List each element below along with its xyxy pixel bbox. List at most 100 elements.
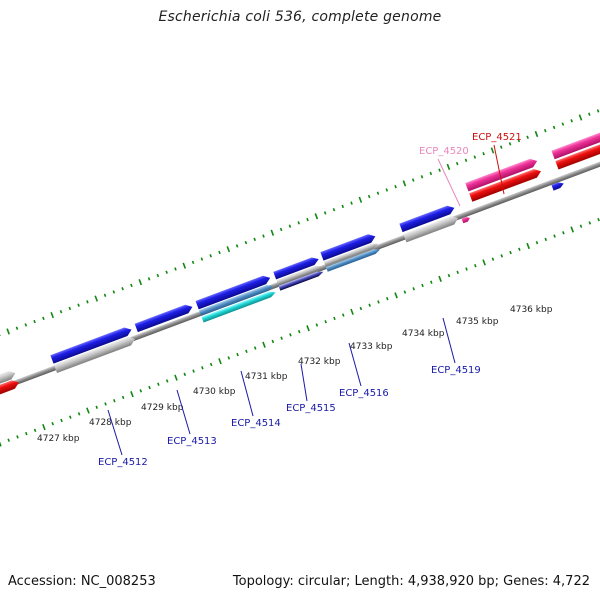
scale-tick <box>552 125 556 130</box>
scale-tick <box>7 438 10 442</box>
scale-tick <box>25 431 28 436</box>
scale-tick <box>456 270 459 274</box>
scale-tick <box>455 161 459 166</box>
scale-tick <box>474 264 477 268</box>
cds-feature-arrow <box>273 257 319 280</box>
scale-tick <box>596 109 600 113</box>
scale-tick <box>6 328 10 335</box>
map-track-group <box>0 109 600 447</box>
scale-tick <box>174 267 177 271</box>
scale-tick <box>341 313 345 317</box>
scale-tick <box>130 391 134 398</box>
gene-leader-line <box>300 363 308 402</box>
scale-tick <box>482 259 486 266</box>
scale-tick <box>394 292 398 299</box>
scale-tick <box>191 260 195 265</box>
gene-label[interactable]: ECP_4516 <box>339 388 389 399</box>
scale-tick <box>95 405 99 409</box>
scale-tick <box>570 226 574 233</box>
scale-tick <box>15 326 19 330</box>
scale-tick <box>86 300 89 304</box>
accession-text: Accession: NC_008253 <box>8 574 156 589</box>
cds-feature-arrow <box>134 304 193 333</box>
gene-leader-line <box>176 389 191 435</box>
scale-tick <box>394 184 397 189</box>
scale-label: 4736 kbp <box>510 305 553 315</box>
cds-feature-arrow <box>278 271 324 291</box>
scale-tick <box>245 349 248 354</box>
scale-tick <box>499 145 503 149</box>
scale-tick <box>51 422 54 426</box>
scale-tick <box>465 267 468 271</box>
gene-leader-line <box>442 317 456 364</box>
outer-tick-ring <box>0 109 600 337</box>
scale-tick <box>306 325 310 332</box>
scale-tick <box>112 290 116 294</box>
scale-tick <box>350 308 354 315</box>
scale-tick <box>588 221 592 225</box>
scale-tick <box>165 270 168 274</box>
cds-feature-arrow <box>555 138 600 170</box>
scale-tick <box>68 306 72 311</box>
scale-tick <box>262 341 266 348</box>
scale-tick <box>201 366 204 370</box>
scale-tick <box>430 280 433 284</box>
gene-label[interactable]: ECP_4514 <box>231 418 281 429</box>
scale-tick <box>227 356 231 360</box>
gene-leader-line <box>240 370 254 417</box>
cds-feature-arrow <box>325 249 381 272</box>
scale-tick <box>288 224 292 228</box>
scale-tick <box>0 333 1 337</box>
scale-tick <box>359 306 363 311</box>
gene-leader-line <box>107 409 123 456</box>
gene-leader-line <box>348 342 362 387</box>
gene-label[interactable]: ECP_4512 <box>98 457 148 468</box>
scale-tick <box>402 180 407 187</box>
cds-feature-arrow <box>551 128 600 160</box>
scale-tick <box>94 295 99 302</box>
scale-tick <box>209 362 213 367</box>
gene-label[interactable]: ECP_4513 <box>167 436 217 447</box>
scale-tick <box>139 389 143 393</box>
cds-feature-arrow <box>399 205 455 233</box>
scale-tick <box>376 191 380 195</box>
scale-label: 4730 kbp <box>193 387 236 397</box>
scale-tick <box>77 303 80 307</box>
scale-tick <box>192 369 195 373</box>
scale-tick <box>367 194 371 199</box>
scale-tick <box>543 128 547 133</box>
cds-feature-arrow <box>199 285 274 316</box>
scale-tick <box>280 336 283 340</box>
scale-tick <box>138 279 143 286</box>
scale-tick <box>209 254 212 258</box>
scale-tick <box>386 296 389 301</box>
scale-tick <box>561 122 565 126</box>
scale-tick <box>517 138 521 143</box>
scale-label: 4731 kbp <box>245 372 288 382</box>
scale-tick <box>42 423 46 431</box>
cds-feature-arrow <box>50 327 132 364</box>
gene-label[interactable]: ECP_4515 <box>286 403 336 414</box>
scale-tick <box>491 257 495 261</box>
gene-leader-lines <box>107 144 505 456</box>
scale-tick <box>200 257 204 261</box>
scale-label: 4729 kbp <box>141 403 184 413</box>
gene-label-group: ECP_4512 ECP_4513 ECP_4514 ECP_4515ECP_4516… <box>98 132 522 468</box>
scale-tick <box>182 262 187 269</box>
scale-tick <box>289 333 292 337</box>
scale-tick <box>0 440 2 447</box>
gene-label[interactable]: ECP_4521 <box>472 132 522 143</box>
cds-feature-arrow <box>53 336 136 374</box>
cds-feature-arrow <box>465 158 538 192</box>
scale-tick <box>385 188 389 192</box>
cds-feature-arrow <box>551 182 564 191</box>
scale-tick <box>130 283 133 288</box>
scale-tick <box>578 114 583 121</box>
gene-label[interactable]: ECP_4519 <box>431 365 481 376</box>
scale-tick <box>579 224 583 228</box>
scale-tick <box>324 320 327 324</box>
scale-tick <box>262 234 265 238</box>
gene-label[interactable]: ECP_4520 <box>419 146 469 157</box>
scale-tick <box>358 196 363 203</box>
